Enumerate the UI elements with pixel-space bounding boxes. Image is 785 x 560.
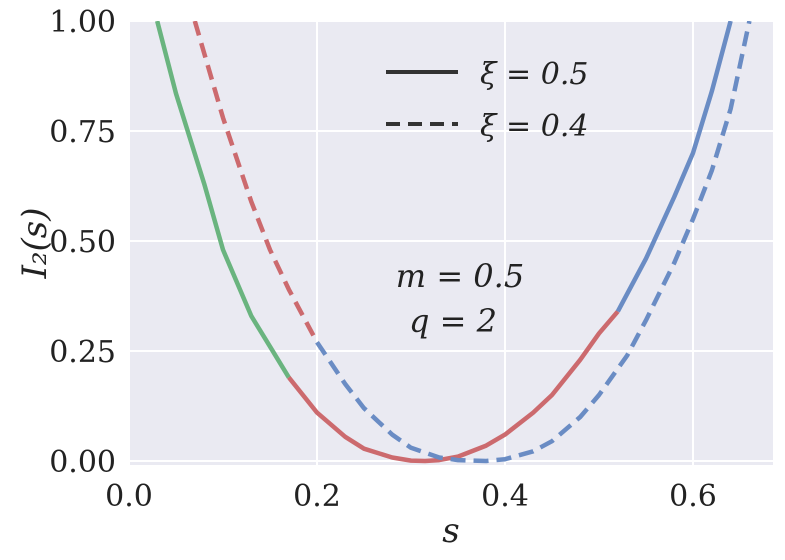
- x-tick-label-0: 0.0: [105, 479, 153, 514]
- y-tick-label-3: 0.75: [49, 115, 116, 150]
- curves: [155, 21, 752, 464]
- annotation-q: q = 2: [409, 302, 497, 340]
- legend-entry-xi-0-4: ξ = 0.4: [480, 109, 588, 144]
- series-0-segment-0: [155, 21, 291, 379]
- series-1-segment-0: [192, 21, 319, 344]
- y-axis-label: I₂(s): [15, 207, 55, 279]
- y-tick-label-0: 0.00: [49, 445, 116, 480]
- series-0-segment-1: [287, 309, 620, 464]
- plot-background: [129, 21, 773, 465]
- legend-entry-xi-0-5: ξ = 0.5: [480, 57, 588, 92]
- tick-labels: 0.0 0.2 0.4 0.6 0.00 0.25 0.50 0.75 1.00: [49, 5, 717, 514]
- y-tick-label-4: 1.00: [49, 5, 116, 40]
- legend: ξ = 0.5 ξ = 0.4: [386, 57, 588, 144]
- series-1-segment-1: [315, 21, 752, 464]
- y-tick-label-1: 0.25: [49, 335, 116, 370]
- x-tick-label-3: 0.6: [669, 479, 717, 514]
- x-tick-label-1: 0.2: [293, 479, 341, 514]
- x-tick-label-2: 0.4: [481, 479, 529, 514]
- y-tick-label-2: 0.50: [49, 225, 116, 260]
- x-axis-label: s: [442, 511, 459, 551]
- series-0-segment-2: [615, 21, 733, 313]
- annotation-m: m = 0.5: [396, 257, 524, 295]
